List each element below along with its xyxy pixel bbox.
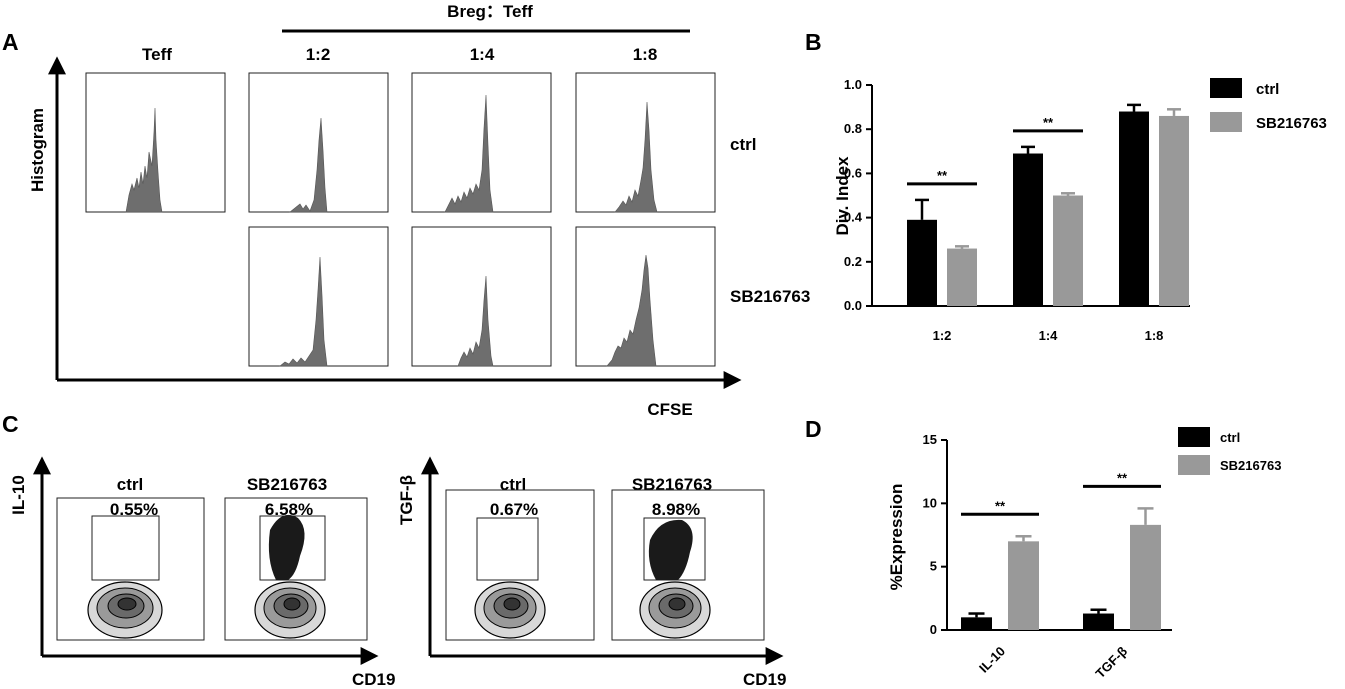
cfse-axis-label: CFSE xyxy=(647,400,692,419)
cd19-axis-label-left: CD19 xyxy=(352,670,395,689)
flow-percent-il10-sb216763: 6.58% xyxy=(265,500,313,519)
row-label-ctrl: ctrl xyxy=(730,135,756,154)
flow-percent-il10-ctrl: 0.55% xyxy=(110,500,158,519)
panel-c: IL-10 CD19 TGF-β CD19 ctrl 0.55% SB21676… xyxy=(9,456,786,689)
chart-b-legend: ctrl SB216763 xyxy=(1210,78,1327,132)
histogram-trace-ctrl-1-2 xyxy=(289,117,328,213)
chart-b-ylabel: Div. Index xyxy=(833,156,852,236)
legend-label-sb216763: SB216763 xyxy=(1256,115,1327,132)
legend-swatch-sb216763 xyxy=(1178,455,1210,475)
chart-b-yticks: 0.0 0.2 0.4 0.6 0.8 1.0 xyxy=(844,77,872,313)
histogram-trace-sb-1-4 xyxy=(457,275,494,367)
contour-tgfb-sb216763 xyxy=(639,519,711,639)
flow-title-tgfb-sb216763: SB216763 xyxy=(632,475,712,494)
y-tick-label: 0.0 xyxy=(844,298,862,313)
flow-title-il10-ctrl: ctrl xyxy=(117,475,143,494)
significance-marker: ** xyxy=(995,498,1006,513)
il10-axis-label: IL-10 xyxy=(9,475,28,515)
flow-plot-il10-sb216763 xyxy=(224,497,368,641)
bar-sb216763-1 xyxy=(1053,195,1083,306)
col-title-teff: Teff xyxy=(142,45,172,64)
flow-percent-tgfb-ctrl: 0.67% xyxy=(490,500,538,519)
panel-a: Breg：Teff Teff 1:2 1:4 1:8 ctrl SB216763… xyxy=(28,2,810,419)
legend-label-sb216763: SB216763 xyxy=(1220,458,1281,473)
bar-sb216763-1 xyxy=(1130,524,1161,630)
gate-il10-ctrl xyxy=(91,515,160,581)
chart-d-ylabel: %Expression xyxy=(887,484,906,591)
bar-sb216763-2 xyxy=(1159,115,1189,306)
y-tick-label: 0.4 xyxy=(844,210,863,225)
histogram-axis-label: Histogram xyxy=(28,108,47,192)
chart-d-legend: ctrl SB216763 xyxy=(1178,427,1281,475)
flow-plot-tgfb-sb216763 xyxy=(611,489,765,641)
legend-label-ctrl: ctrl xyxy=(1256,81,1279,98)
legend-swatch-ctrl xyxy=(1210,78,1242,98)
flow-plot-il10-ctrl xyxy=(56,497,205,641)
histogram-trace-ctrl-1-8 xyxy=(614,101,658,213)
contour-tgfb-ctrl xyxy=(474,581,546,639)
category-label: TGF-β xyxy=(1092,643,1130,681)
histogram-trace-sb-1-8 xyxy=(606,254,657,367)
y-tick-label: 1.0 xyxy=(844,77,862,92)
bar-ctrl-0 xyxy=(961,617,992,630)
significance-marker: ** xyxy=(937,168,948,183)
histogram-trace-teff xyxy=(125,107,163,213)
bar-ctrl-1 xyxy=(1013,153,1043,306)
flow-title-il10-sb216763: SB216763 xyxy=(247,475,327,494)
bar-ctrl-2 xyxy=(1119,111,1149,307)
col-title-1-4: 1:4 xyxy=(470,45,495,64)
row-label-sb216763: SB216763 xyxy=(730,287,810,306)
category-label: 1:2 xyxy=(933,328,952,343)
panel-b: Div. Index 0.00.20.40.60.81.0 1:2 1:4 1:8 … xyxy=(833,77,1327,343)
y-tick-label: 0.8 xyxy=(844,121,862,136)
legend-label-ctrl: ctrl xyxy=(1220,430,1240,445)
y-tick-label: 0.6 xyxy=(844,165,862,180)
chart-d-bars xyxy=(961,507,1161,630)
category-label: 1:8 xyxy=(1145,328,1164,343)
bar-sb216763-0 xyxy=(947,248,977,306)
panel-d: %Expression 0 5 10 15 IL-10 TGF-β ** ** ctrl … xyxy=(887,427,1281,681)
chart-d-significance: ** ** xyxy=(961,470,1161,516)
panel-letter-b: B xyxy=(805,29,822,55)
y-tick-label: 10 xyxy=(923,495,937,510)
bar-ctrl-1 xyxy=(1083,613,1114,630)
flow-plot-tgfb-ctrl xyxy=(445,489,595,641)
flow-title-tgfb-ctrl: ctrl xyxy=(500,475,526,494)
chart-b-bars xyxy=(907,103,1189,307)
chart-d-categories: IL-10 TGF-β xyxy=(976,643,1130,681)
y-tick-label: 5 xyxy=(930,559,937,574)
gate-tgfb-ctrl xyxy=(476,517,539,581)
breg-teff-header: Breg：Teff xyxy=(447,2,533,21)
histogram-trace-sb-1-2 xyxy=(279,256,328,367)
category-label: IL-10 xyxy=(976,644,1008,676)
significance-marker: ** xyxy=(1117,470,1128,485)
y-tick-label: 0.2 xyxy=(844,254,862,269)
legend-swatch-sb216763 xyxy=(1210,112,1242,132)
tgfb-axis-label: TGF-β xyxy=(397,475,416,525)
chart-d-yticks: 0 5 10 15 xyxy=(923,432,947,637)
col-title-1-8: 1:8 xyxy=(633,45,658,64)
panel-letter-c: C xyxy=(2,411,19,437)
bar-sb216763-0 xyxy=(1008,541,1039,630)
chart-b-categories: 1:2 1:4 1:8 xyxy=(933,328,1164,343)
col-title-1-2: 1:2 xyxy=(306,45,331,64)
histogram-trace-ctrl-1-4 xyxy=(444,94,494,213)
y-tick-label: 0 xyxy=(930,622,937,637)
chart-b-significance: ** ** xyxy=(907,115,1083,186)
legend-swatch-ctrl xyxy=(1178,427,1210,447)
panel-letter-d: D xyxy=(805,416,822,442)
y-tick-label: 15 xyxy=(923,432,937,447)
cd19-axis-label-right: CD19 xyxy=(743,670,786,689)
flow-percent-tgfb-sb216763: 8.98% xyxy=(652,500,700,519)
significance-marker: ** xyxy=(1043,115,1054,130)
bar-ctrl-0 xyxy=(907,219,937,306)
contour-il10-sb216763 xyxy=(254,514,326,639)
category-label: 1:4 xyxy=(1039,328,1059,343)
contour-il10-ctrl xyxy=(87,581,163,639)
panel-letter-a: A xyxy=(2,29,19,55)
